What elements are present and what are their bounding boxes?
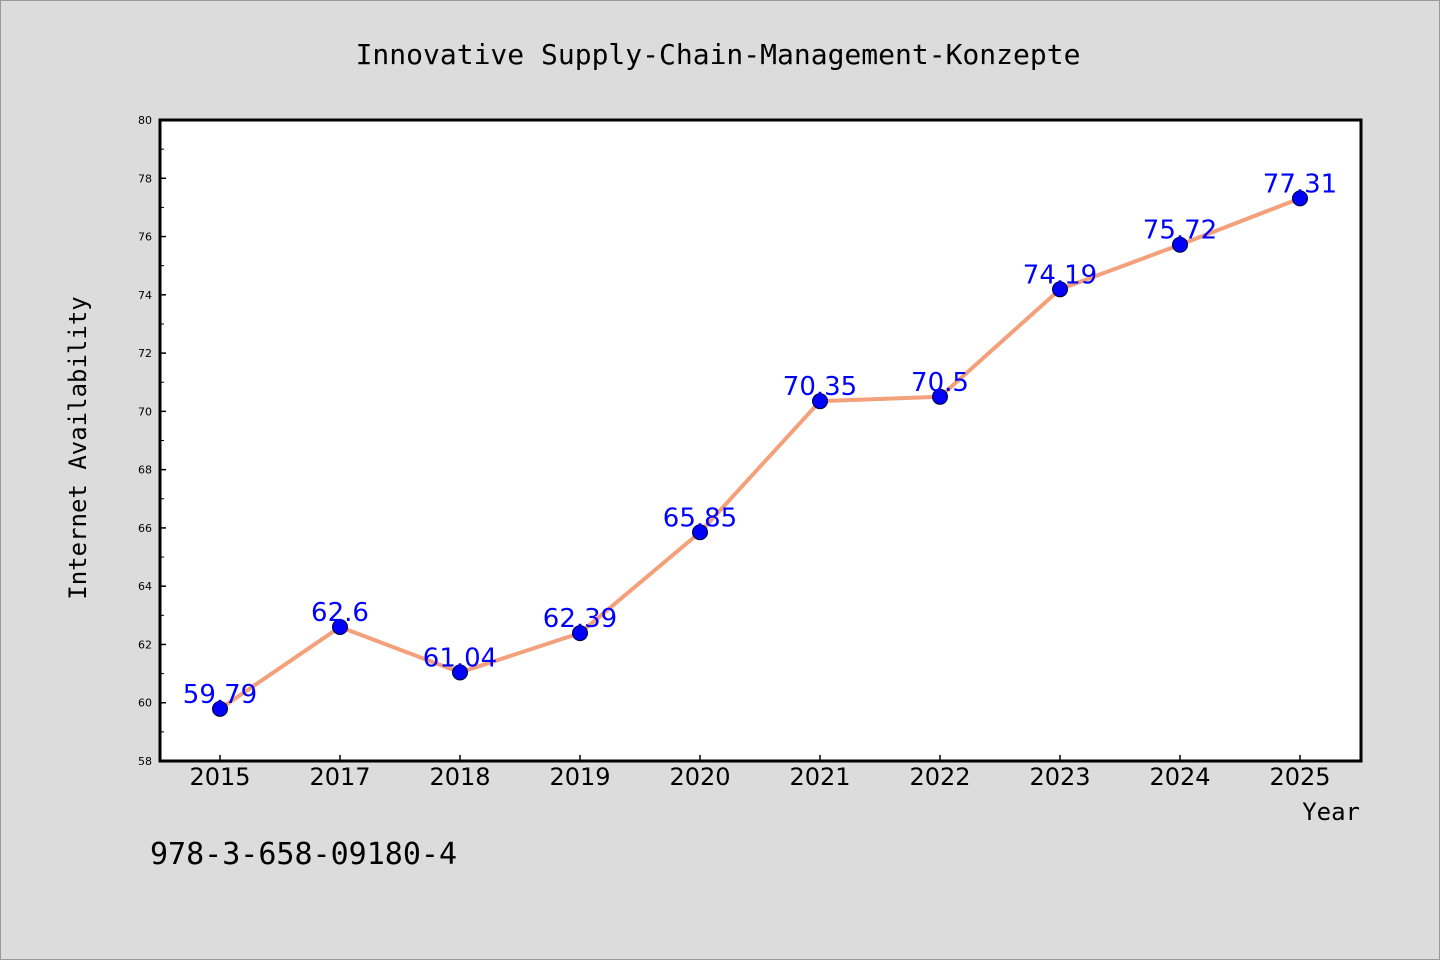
data-point <box>452 664 468 681</box>
y-tick-label: 58 <box>138 755 152 768</box>
series-line <box>218 196 1301 711</box>
data-label: 77.31 <box>1263 169 1337 199</box>
data-label: 65.85 <box>663 503 737 533</box>
x-tick-label: 2015 <box>189 763 250 791</box>
x-tick-label: 2024 <box>1149 763 1210 791</box>
data-label: 61.04 <box>423 643 497 673</box>
y-tick-label: 62 <box>138 638 152 651</box>
y-tick-label: 72 <box>138 347 152 360</box>
x-tick-label: 2021 <box>789 763 850 791</box>
y-tick-label: 78 <box>138 172 152 185</box>
footnote-isbn: 978-3-658-09180-4 <box>150 837 457 872</box>
x-tick-label: 2018 <box>429 763 490 791</box>
data-point <box>1052 281 1068 298</box>
data-label: 70.5 <box>911 368 969 398</box>
x-tick-label: 2023 <box>1029 763 1090 791</box>
y-tick-label: 70 <box>138 405 152 418</box>
x-tick-label: 2017 <box>309 763 370 791</box>
data-point <box>212 700 228 717</box>
chart-title: Innovative Supply-Chain-Management-Konze… <box>356 38 1081 71</box>
data-label: 75.72 <box>1143 216 1217 246</box>
data-point <box>932 388 948 405</box>
data-point <box>1292 190 1308 207</box>
y-tick-label: 60 <box>138 697 152 710</box>
y-tick-label: 66 <box>138 522 152 535</box>
data-point <box>1172 236 1188 253</box>
y-axis: 58 60 62 64 66 68 70 72 74 76 78 80 <box>138 114 166 768</box>
y-tick-label: 76 <box>138 231 152 244</box>
x-tick-label: 2020 <box>669 763 730 791</box>
y-axis-label: Internet Availability <box>64 296 92 599</box>
data-label: 59.79 <box>183 680 257 710</box>
series-line-group: 59.79 62.6 61.04 62.39 65.85 70.35 70.5 74.19 75… <box>183 169 1337 717</box>
y-tick-label: 74 <box>138 289 152 302</box>
x-tick-label: 2022 <box>909 763 970 791</box>
data-label: 74.19 <box>1023 260 1097 290</box>
data-point <box>692 524 708 541</box>
y-tick-label: 68 <box>138 464 152 477</box>
x-axis: 2015 2017 2018 2019 2020 2021 2022 2023 2024 2025 <box>189 755 1331 791</box>
y-tick-label: 64 <box>138 580 152 593</box>
y-tick-label: 80 <box>138 114 152 127</box>
data-label: 62.6 <box>311 598 369 628</box>
data-point <box>812 393 828 410</box>
x-axis-label: Year <box>1302 798 1360 826</box>
x-tick-label: 2019 <box>549 763 610 791</box>
data-point <box>332 618 348 635</box>
data-point <box>572 625 588 642</box>
x-tick-label: 2025 <box>1269 763 1330 791</box>
data-label: 70.35 <box>783 372 857 402</box>
plot-area <box>158 118 1363 763</box>
data-label: 62.39 <box>543 604 617 634</box>
